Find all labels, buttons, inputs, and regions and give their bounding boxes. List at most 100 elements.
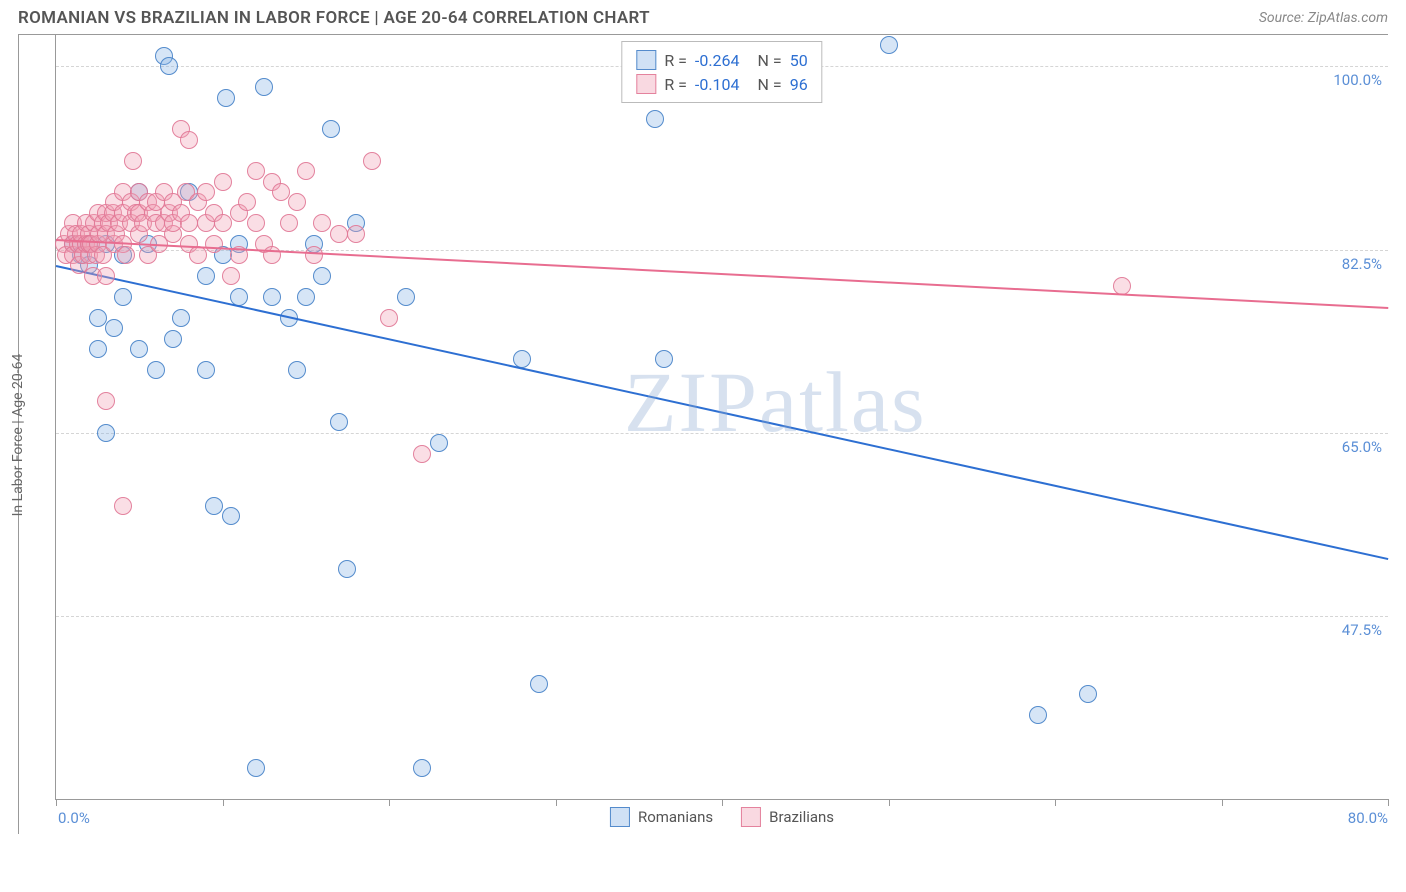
data-point: [247, 759, 265, 777]
data-point: [214, 173, 232, 191]
x-tick: [722, 799, 723, 806]
data-point: [130, 340, 148, 358]
data-point: [313, 214, 331, 232]
data-point: [380, 309, 398, 327]
data-point: [247, 162, 265, 180]
data-point: [413, 445, 431, 463]
data-point: [330, 413, 348, 431]
x-tick: [1388, 799, 1389, 806]
data-point: [322, 120, 340, 138]
data-point: [124, 152, 142, 170]
y-tick-label: 100.0%: [1333, 71, 1382, 89]
data-point: [255, 78, 273, 96]
data-point: [205, 235, 223, 253]
data-point: [222, 267, 240, 285]
chart-source: Source: ZipAtlas.com: [1259, 10, 1388, 26]
chart-title: ROMANIAN VS BRAZILIAN IN LABOR FORCE | A…: [18, 8, 650, 28]
swatch-romanians-icon: [610, 807, 630, 827]
x-tick: [223, 799, 224, 806]
r-value-romanians: -0.264: [695, 51, 740, 70]
data-point: [89, 309, 107, 327]
data-point: [880, 36, 898, 54]
r-label: R =: [664, 51, 687, 70]
data-point: [172, 309, 190, 327]
stats-row-brazilians: R = -0.104 N = 96: [636, 72, 807, 96]
data-point: [147, 361, 165, 379]
data-point: [205, 497, 223, 515]
data-point: [397, 288, 415, 306]
data-point: [288, 361, 306, 379]
n-value-romanians: 50: [790, 51, 808, 70]
data-point: [655, 350, 673, 368]
x-tick-label: 0.0%: [58, 809, 90, 827]
data-point: [114, 288, 132, 306]
data-point: [97, 424, 115, 442]
legend-label-romanians: Romanians: [638, 808, 713, 826]
data-point: [347, 225, 365, 243]
data-point: [305, 246, 323, 264]
gridline: [56, 433, 1388, 434]
data-point: [330, 225, 348, 243]
data-point: [297, 288, 315, 306]
n-value-brazilians: 96: [790, 75, 808, 94]
data-point: [97, 267, 115, 285]
stats-row-romanians: R = -0.264 N = 50: [636, 48, 807, 72]
trend-line: [56, 265, 1388, 560]
data-point: [105, 319, 123, 337]
data-point: [313, 267, 331, 285]
data-point: [288, 193, 306, 211]
swatch-brazilians-icon: [741, 807, 761, 827]
data-point: [530, 675, 548, 693]
chart-container: In Labor Force | Age 20-64 47.5%65.0%82.…: [18, 34, 1388, 834]
y-axis-label: In Labor Force | Age 20-64: [10, 353, 26, 516]
data-point: [1029, 706, 1047, 724]
data-point: [280, 214, 298, 232]
data-point: [247, 214, 265, 232]
x-tick: [1222, 799, 1223, 806]
r-value-brazilians: -0.104: [695, 75, 740, 94]
gridline: [56, 616, 1388, 617]
data-point: [222, 507, 240, 525]
data-point: [197, 361, 215, 379]
data-point: [430, 434, 448, 452]
data-point: [238, 193, 256, 211]
data-point: [338, 560, 356, 578]
y-tick-label: 47.5%: [1342, 621, 1382, 639]
data-point: [97, 392, 115, 410]
plot-inner: 47.5%65.0%82.5%100.0%0.0%80.0%: [56, 35, 1388, 799]
legend-label-brazilians: Brazilians: [769, 808, 834, 826]
data-point: [297, 162, 315, 180]
data-point: [117, 246, 135, 264]
plot-area: 47.5%65.0%82.5%100.0%0.0%80.0% ZIPatlas …: [55, 35, 1388, 800]
data-point: [180, 214, 198, 232]
swatch-brazilians-icon: [636, 74, 656, 94]
x-tick: [556, 799, 557, 806]
data-point: [89, 340, 107, 358]
n-label: N =: [758, 75, 782, 94]
chart-header: ROMANIAN VS BRAZILIAN IN LABOR FORCE | A…: [0, 0, 1406, 34]
stats-legend: R = -0.264 N = 50 R = -0.104 N = 96: [621, 41, 822, 103]
data-point: [272, 183, 290, 201]
r-label: R =: [664, 75, 687, 94]
data-point: [164, 330, 182, 348]
x-tick: [889, 799, 890, 806]
data-point: [413, 759, 431, 777]
y-tick-label: 65.0%: [1342, 438, 1382, 456]
data-point: [197, 183, 215, 201]
x-tick: [389, 799, 390, 806]
n-label: N =: [758, 51, 782, 70]
y-tick-label: 82.5%: [1342, 255, 1382, 273]
data-point: [263, 288, 281, 306]
data-point: [263, 246, 281, 264]
data-point: [217, 89, 235, 107]
data-point: [214, 214, 232, 232]
bottom-legend: Romanians Brazilians: [610, 807, 834, 827]
data-point: [646, 110, 664, 128]
data-point: [114, 497, 132, 515]
x-tick: [1055, 799, 1056, 806]
x-tick-label: 80.0%: [1348, 809, 1388, 827]
swatch-romanians-icon: [636, 50, 656, 70]
data-point: [180, 131, 198, 149]
legend-item-brazilians: Brazilians: [741, 807, 834, 827]
data-point: [1079, 685, 1097, 703]
